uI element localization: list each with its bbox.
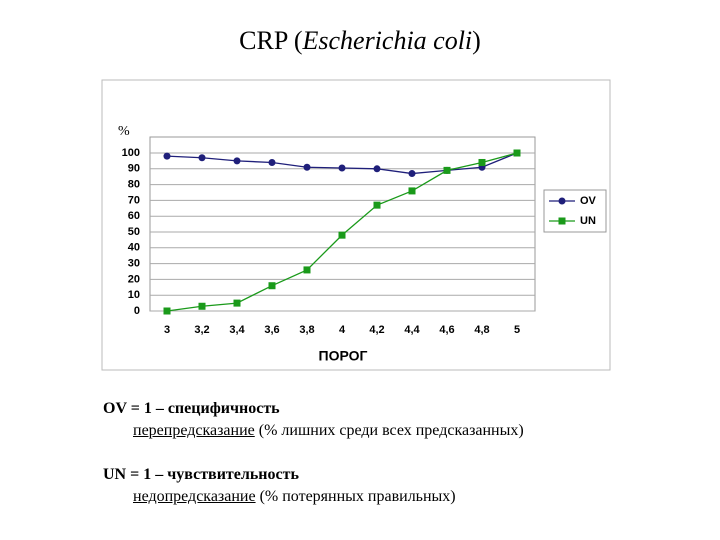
x-tick-label: 4,4 xyxy=(404,324,420,336)
y-tick-label: 20 xyxy=(128,273,140,285)
x-tick-label: 3,4 xyxy=(229,324,245,336)
x-tick-label: 3,8 xyxy=(299,324,314,336)
y-tick-label: 30 xyxy=(128,258,140,270)
note-heading: OV = 1 – специфичность xyxy=(103,400,280,417)
y-tick-label: 80 xyxy=(128,179,140,191)
note-description: (% лишних среди всех предсказанных) xyxy=(258,422,524,439)
y-tick-label: 10 xyxy=(128,289,140,301)
data-point xyxy=(478,158,486,166)
data-point xyxy=(233,299,241,307)
note-body: недопредсказание (% потерянных правильных… xyxy=(103,486,524,508)
data-point xyxy=(338,231,346,239)
y-tick-label: 100 xyxy=(122,147,140,159)
slide-title: CRP (Escherichia coli) xyxy=(0,26,720,56)
x-tick-label: 5 xyxy=(514,324,520,336)
note-term: недопредсказание xyxy=(133,488,256,505)
data-point xyxy=(233,157,241,165)
x-tick-label: 3,2 xyxy=(194,324,209,336)
legend-label: OV xyxy=(580,195,597,207)
legend-box xyxy=(543,189,607,233)
data-point xyxy=(268,282,276,290)
data-point xyxy=(338,164,346,172)
y-tick-label: 90 xyxy=(128,163,140,175)
data-point xyxy=(268,158,276,166)
x-tick-label: 3,6 xyxy=(264,324,279,336)
chart-frame xyxy=(101,79,611,371)
note-term: перепредсказание xyxy=(133,422,255,439)
data-point xyxy=(163,307,171,315)
x-tick-label: 4,6 xyxy=(439,324,454,336)
data-point xyxy=(408,187,416,195)
y-axis-label: % xyxy=(118,124,130,139)
data-point xyxy=(513,149,521,157)
x-tick-label: 4,2 xyxy=(369,324,384,336)
x-tick-label: 4,8 xyxy=(474,324,489,336)
notes: OV = 1 – специфичность перепредсказание (%… xyxy=(103,398,524,530)
legend-marker xyxy=(558,197,566,205)
legend-marker xyxy=(558,217,566,225)
y-tick-label: 70 xyxy=(128,194,140,206)
legend-label: UN xyxy=(580,215,596,227)
note: OV = 1 – специфичность перепредсказание (%… xyxy=(103,398,524,442)
data-point xyxy=(303,163,311,171)
note-heading: UN = 1 – чувствительность xyxy=(103,466,299,483)
y-tick-label: 0 xyxy=(134,305,140,317)
data-point xyxy=(443,166,451,174)
note-description: (% потерянных правильных) xyxy=(259,488,456,505)
x-tick-label: 4 xyxy=(339,324,346,336)
y-tick-label: 60 xyxy=(128,210,140,222)
data-point xyxy=(198,302,206,310)
x-axis-label: ПОРОГ xyxy=(319,348,368,364)
data-point xyxy=(163,152,171,160)
x-tick-label: 3 xyxy=(164,324,170,336)
title-part: ) xyxy=(472,26,481,55)
y-tick-label: 50 xyxy=(128,226,140,238)
title-part: CRP ( xyxy=(239,26,303,55)
title-part: Escherichia coli xyxy=(302,26,473,55)
data-point xyxy=(198,154,206,162)
data-point xyxy=(408,170,416,178)
y-tick-label: 40 xyxy=(128,242,140,254)
data-point xyxy=(373,201,381,209)
data-point xyxy=(303,266,311,274)
data-point xyxy=(373,165,381,173)
note-body: перепредсказание (% лишних среди всех пре… xyxy=(103,420,524,442)
note: UN = 1 – чувствительность недопредсказани… xyxy=(103,464,524,508)
